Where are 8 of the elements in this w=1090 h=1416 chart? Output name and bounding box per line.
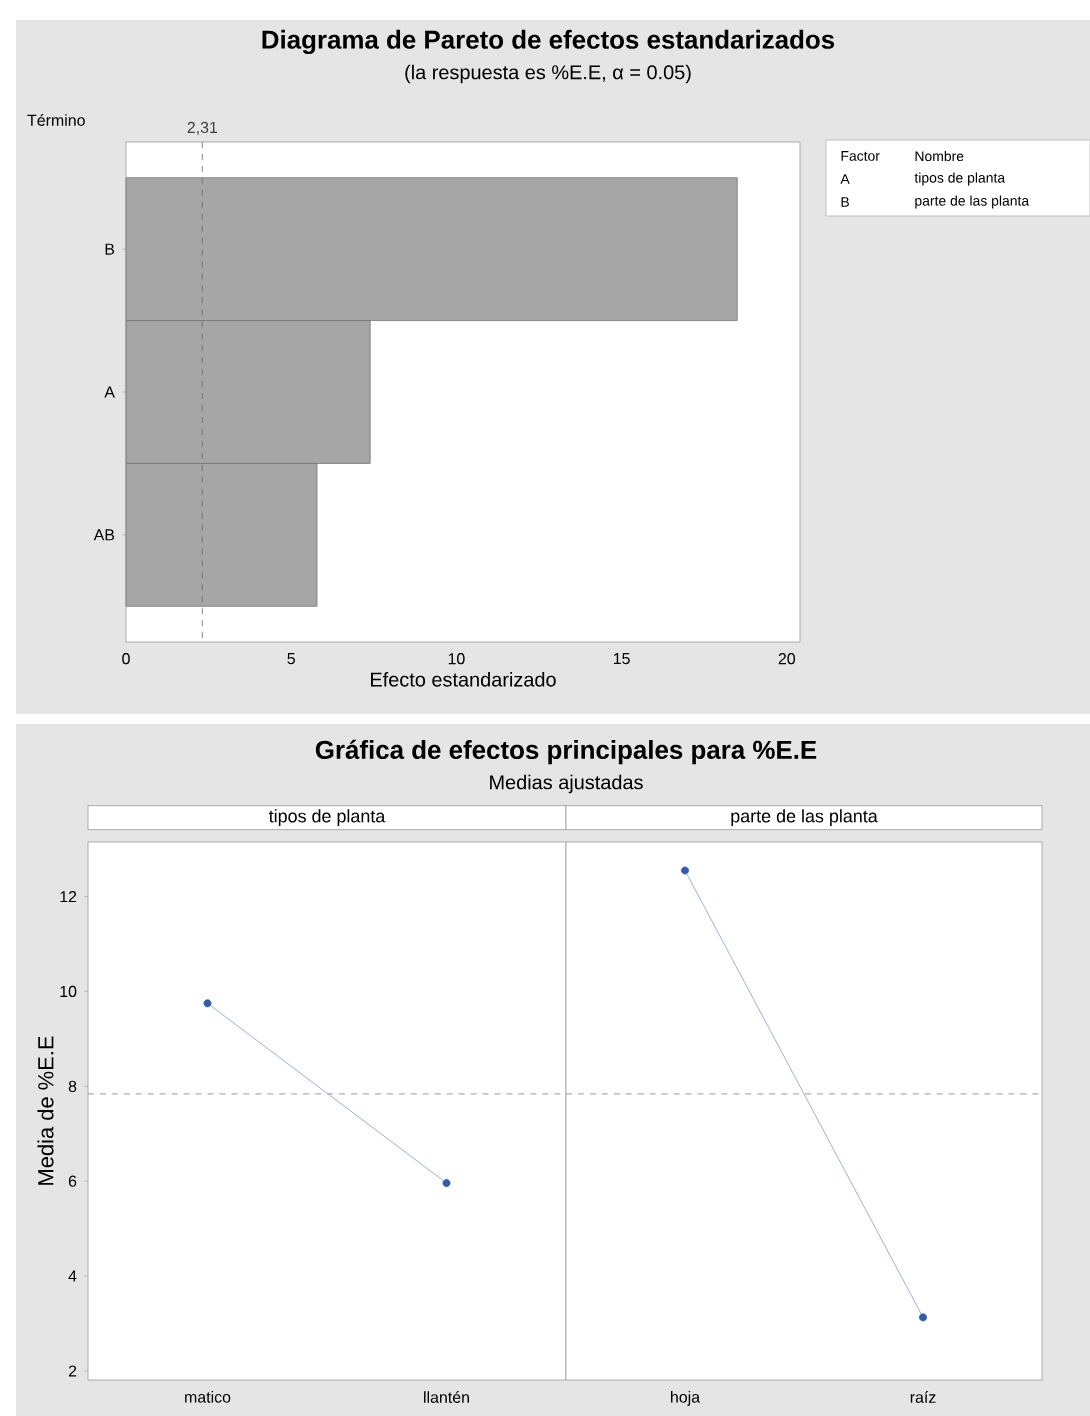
x-axis-title: parte de las planta [731, 809, 878, 826]
chart-subtitle: Medias ajustadas [490, 774, 643, 794]
chart-title: Diagrama de Pareto de efectos estandarizados [262, 29, 835, 55]
chart-subtitle: (la respuesta es %E.E, α = 0.05) [405, 64, 691, 84]
y-axis-title: Media de %E.E [37, 1036, 54, 1185]
x-axis-title: Efecto estandarizado [371, 672, 556, 687]
chart-title: Gráfica de efectos principales para %E.E [315, 739, 817, 765]
x-axis-title: tipos de planta [268, 809, 386, 826]
